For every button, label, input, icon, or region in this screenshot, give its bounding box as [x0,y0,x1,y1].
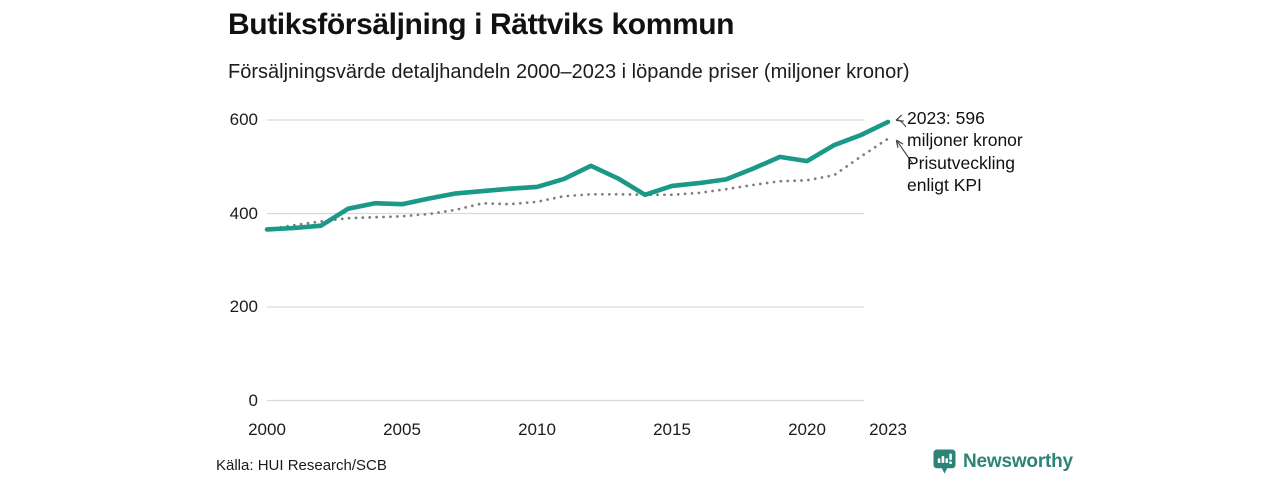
annotation-arrows [895,114,914,165]
sales-solid-line [264,119,891,232]
y-axis-tick-600: 600 [229,110,258,129]
x-axis-tick-2005: 2005 [383,420,421,439]
annotation-kpi-series: Prisutveckling enligt KPI [907,153,1015,195]
kpi-dotted-line [265,137,890,231]
chart-subtitle: Försäljningsvärde detaljhandeln 2000–202… [228,61,910,83]
x-axis-tick-2015: 2015 [653,420,691,439]
annotation-final-value: 2023: 596 miljoner kronor [907,108,1023,150]
y-axis-tick-0: 0 [248,390,258,410]
x-axis-tick-2023: 2023 [869,420,907,439]
x-axis-tick-2020: 2020 [788,420,826,439]
arrow-to-solid-line [895,114,907,128]
x-axis-tick-2010: 2010 [518,420,556,439]
newsworthy-logo: Newsworthy [933,449,1073,475]
arrow-to-dotted-line [895,139,914,165]
newsworthy-logo-icon [933,449,956,474]
y-axis-tick-400: 400 [229,203,258,223]
gridlines [267,119,864,402]
x-axis-tick-2000: 2000 [248,420,286,439]
newsworthy-logo-text: Newsworthy [963,451,1073,472]
y-axis-tick-200: 200 [229,297,258,316]
chart-title: Butiksförsäljning i Rättviks kommun [228,8,735,41]
source-credit: Källa: HUI Research/SCB [216,457,387,474]
